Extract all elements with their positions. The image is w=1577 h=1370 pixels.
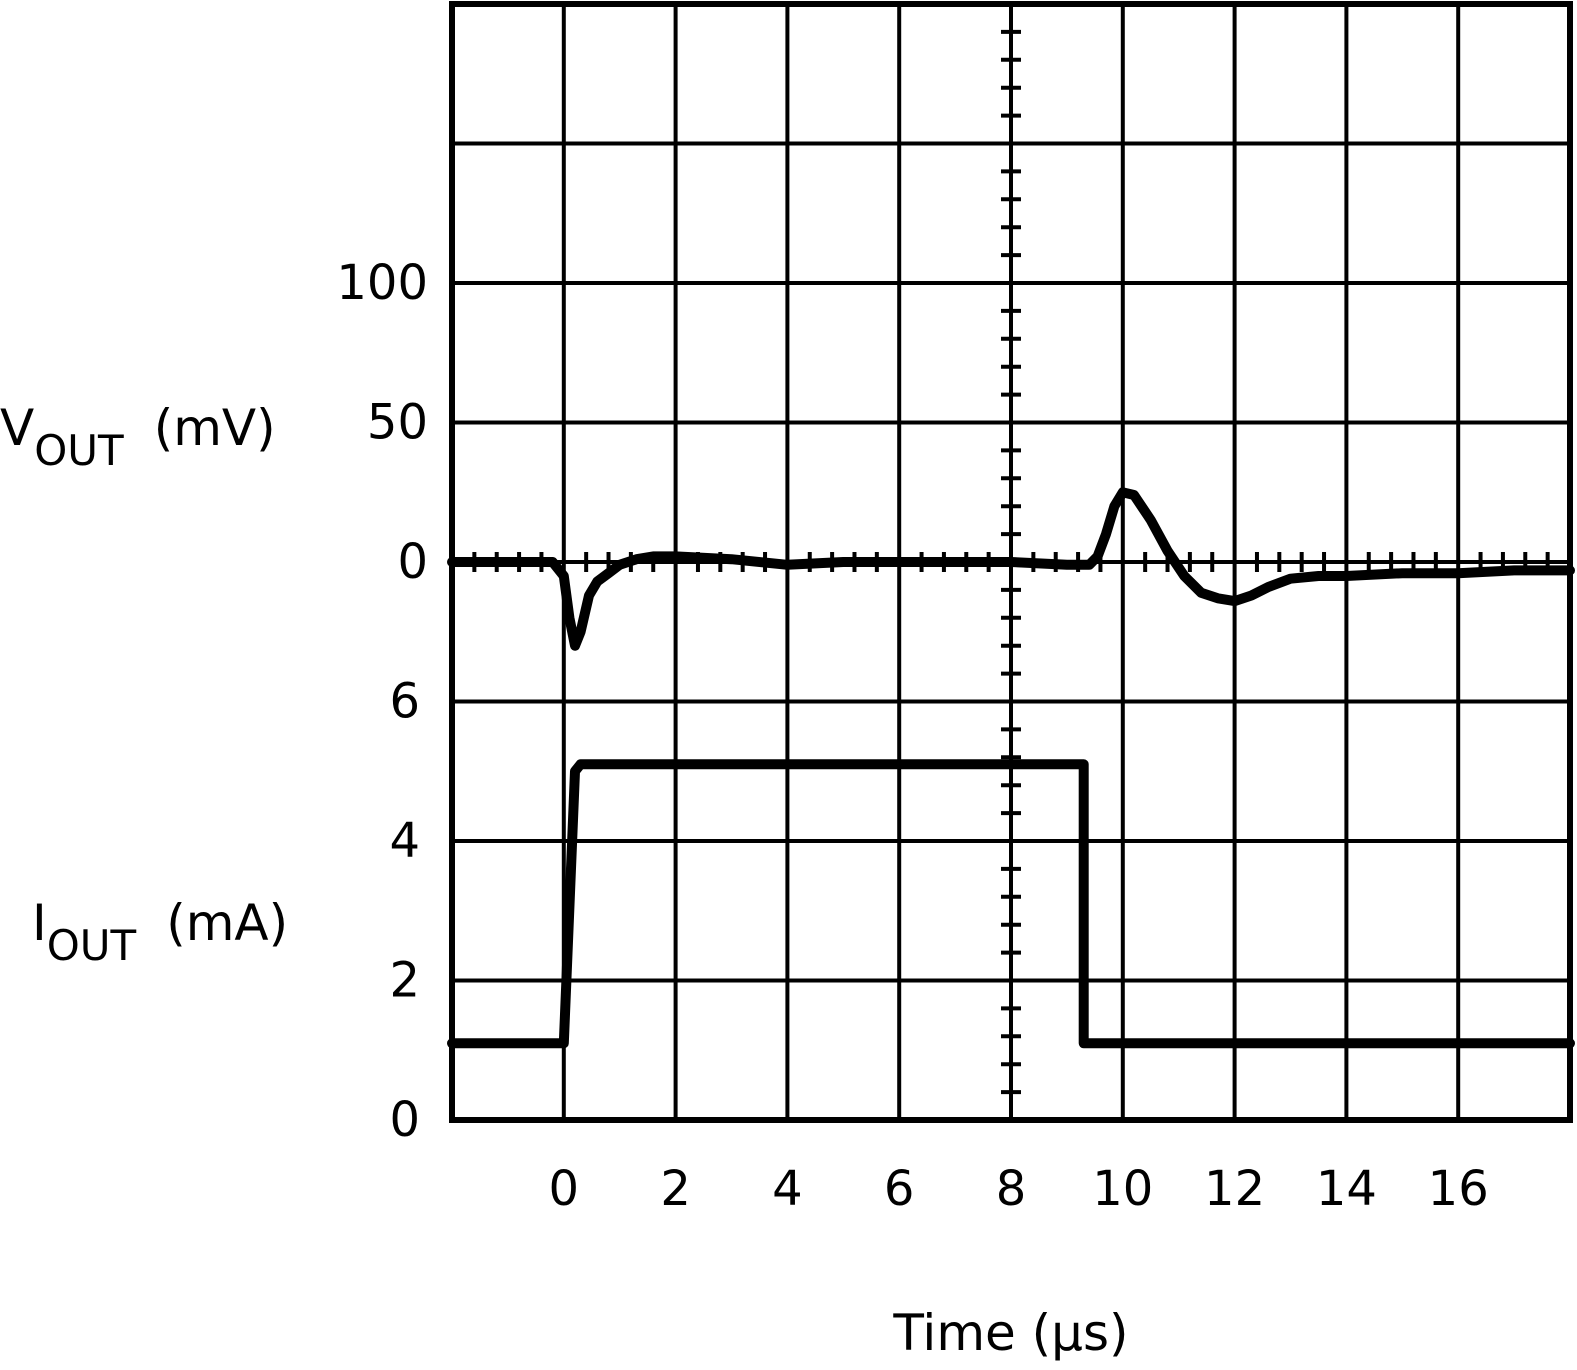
iout-tick-label: 2: [389, 953, 420, 1009]
series-layer: [447, 487, 1575, 1049]
x-tick-labels: 0 2 4 6 8 10 12 14 16: [549, 1161, 1489, 1217]
x-tick-label: 12: [1204, 1161, 1265, 1217]
x-tick-label: 10: [1092, 1161, 1153, 1217]
x-tick-label: 8: [996, 1161, 1027, 1217]
vout-label-sub: OUT: [34, 426, 124, 475]
iout-label-unit: (mA): [166, 894, 288, 952]
vout-tick-label: 100: [336, 255, 428, 311]
iout-label-sub: OUT: [47, 921, 137, 970]
vout-axis-label: VOUT (mV): [0, 399, 276, 475]
iout-tick-label: 0: [389, 1092, 420, 1148]
vout-tick-label: 0: [397, 534, 428, 590]
iout-trace: [447, 759, 1575, 1049]
x-tick-label: 2: [660, 1161, 691, 1217]
vout-label-main: V: [0, 399, 34, 457]
x-tick-label: 6: [884, 1161, 915, 1217]
vout-trace: [447, 487, 1575, 651]
y-tick-labels: 100 50 0 6 4 2 0: [336, 255, 428, 1148]
iout-tick-label: 6: [389, 674, 420, 730]
iout-tick-label: 4: [389, 813, 420, 869]
x-tick-label: 0: [549, 1161, 580, 1217]
vout-tick-label: 50: [367, 395, 428, 451]
plot-frame: [449, 1, 1573, 1123]
iout-axis-label: IOUT (mA): [32, 894, 288, 970]
iout-label-main: I: [32, 894, 47, 952]
vout-label-unit: (mV): [154, 399, 276, 457]
x-axis-title: Time (µs): [892, 1304, 1128, 1362]
x-tick-label: 16: [1428, 1161, 1489, 1217]
x-tick-label: 14: [1316, 1161, 1377, 1217]
x-tick-label: 4: [772, 1161, 803, 1217]
